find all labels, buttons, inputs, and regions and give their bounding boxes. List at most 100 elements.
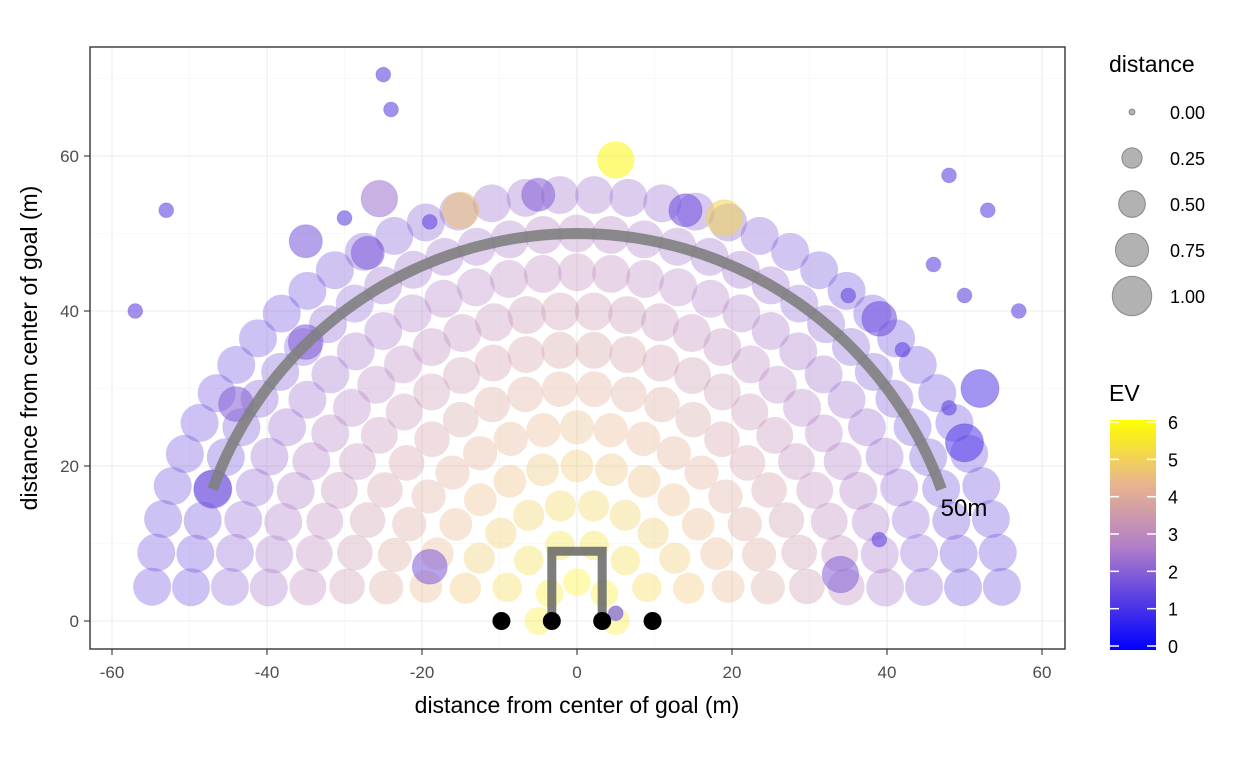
color-bar [1110, 420, 1156, 650]
data-point [840, 287, 857, 304]
data-point [180, 403, 219, 442]
data-point [485, 517, 517, 549]
data-point [388, 445, 425, 481]
x-tick-label: -40 [255, 663, 280, 682]
data-point [217, 345, 256, 384]
data-point [627, 464, 661, 498]
data-point [292, 442, 331, 481]
goal-post-marker [593, 612, 612, 630]
data-point [880, 468, 919, 507]
data-point [443, 357, 480, 395]
data-point [443, 314, 482, 353]
data-point [375, 66, 392, 83]
data-point [392, 506, 427, 542]
size-legend-title: distance [1109, 51, 1195, 77]
data-point [384, 345, 423, 384]
data-point [978, 533, 1017, 572]
goal-post-marker [492, 612, 511, 630]
data-point [705, 199, 743, 237]
data-point [962, 467, 1001, 506]
data-point [350, 235, 385, 270]
data-point [424, 279, 463, 318]
data-point [575, 331, 613, 369]
data-point [393, 294, 432, 333]
data-point [756, 416, 794, 454]
data-point [691, 279, 730, 318]
data-point [905, 567, 944, 606]
data-point [526, 453, 559, 487]
data-point [871, 531, 888, 548]
data-point [360, 179, 399, 218]
data-point [288, 271, 327, 310]
data-point [367, 472, 403, 508]
data-point [337, 534, 373, 571]
data-point [493, 421, 528, 457]
data-point [507, 296, 546, 335]
data-point [127, 303, 144, 319]
size-legend-label: 0.75 [1170, 241, 1205, 261]
data-point [442, 401, 479, 438]
data-point [336, 332, 375, 371]
color-legend-label: 0 [1168, 637, 1178, 657]
x-tick-label: -20 [410, 663, 435, 682]
data-point [595, 453, 628, 487]
data-point [900, 533, 939, 572]
data-point [781, 534, 817, 571]
data-point [750, 570, 785, 605]
data-point [171, 568, 210, 607]
data-point [727, 506, 762, 542]
data-point [608, 296, 647, 335]
size-legend-key [1111, 275, 1153, 317]
data-point [700, 537, 734, 571]
data-point [507, 336, 545, 374]
data-point [215, 533, 254, 572]
data-point [238, 319, 277, 358]
data-point [979, 202, 996, 219]
overlay-layer: 50m [207, 227, 987, 630]
data-point [674, 357, 711, 395]
size-legend-key [1128, 108, 1136, 116]
data-point [449, 572, 482, 604]
data-point [276, 471, 315, 510]
data-point [771, 232, 810, 271]
data-point [944, 568, 983, 607]
y-tick-label: 60 [60, 147, 79, 166]
data-point [521, 177, 556, 212]
data-point [144, 499, 183, 538]
data-point [224, 500, 263, 539]
data-point [183, 501, 222, 540]
data-point [439, 507, 473, 541]
data-point [731, 393, 769, 431]
data-point [377, 537, 413, 572]
data-point [541, 331, 579, 369]
data-point [777, 443, 815, 481]
data-point [741, 537, 777, 572]
data-point [866, 568, 905, 607]
data-point [369, 570, 404, 605]
data-point [729, 445, 766, 481]
plot-area: 50m [89, 46, 1066, 650]
data-point [894, 341, 911, 358]
data-point [563, 568, 591, 597]
size-legend: distance 0.00 0.25 0.50 0.75 1.00 [1109, 51, 1205, 317]
data-point [311, 355, 350, 394]
data-point [524, 607, 553, 635]
x-tick-label: 40 [878, 663, 897, 682]
data-point [255, 535, 294, 574]
data-point [421, 214, 438, 230]
data-point [941, 400, 957, 416]
data-point [982, 567, 1021, 606]
y-axis-title: distance from center of goal (m) [16, 186, 42, 511]
data-point [575, 176, 614, 215]
data-point [800, 251, 839, 290]
data-point [311, 414, 350, 453]
data-point [751, 472, 787, 508]
data-point [456, 268, 495, 307]
data-point [472, 184, 511, 223]
size-legend-label: 0.00 [1170, 103, 1205, 123]
data-point [576, 371, 613, 407]
data-point [288, 224, 323, 259]
data-point [804, 355, 843, 394]
data-point [592, 254, 631, 293]
data-point [414, 421, 450, 458]
